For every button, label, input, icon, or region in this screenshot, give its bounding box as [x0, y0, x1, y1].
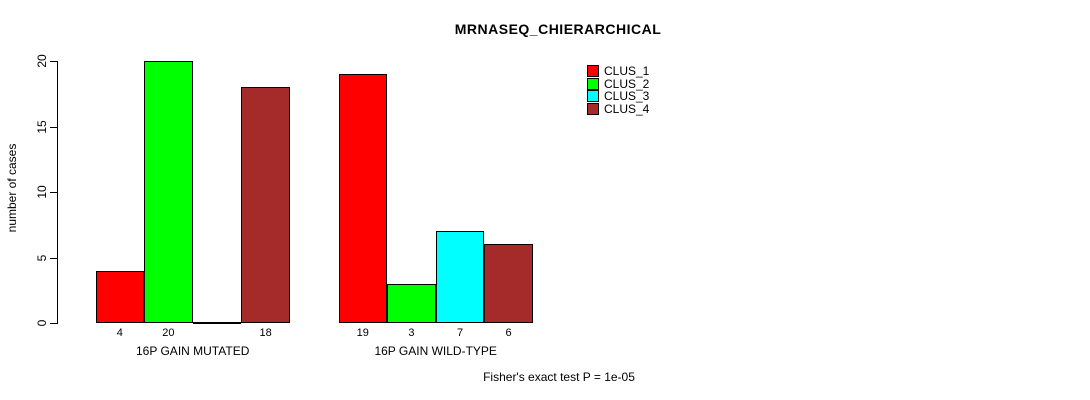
bar-value-label: 18 — [259, 327, 272, 339]
legend-swatch-clus-3 — [587, 90, 599, 103]
legend-swatch-clus-4 — [587, 103, 599, 116]
y-tick-label: 5 — [35, 254, 49, 261]
bar-value-label: 4 — [116, 327, 123, 339]
legend-item: CLUS_3 — [587, 90, 649, 103]
bar-clus-2-group2 — [387, 284, 436, 323]
bar-clus-1-group1 — [95, 271, 145, 323]
x-category-label: 16P GAIN WILD-TYPE — [374, 344, 497, 358]
bar-value-label: 3 — [408, 327, 415, 339]
bar-clus-4-group1 — [241, 87, 290, 323]
fisher-test-annotation: Fisher's exact test P = 1e-05 — [483, 370, 635, 384]
y-tick-mark — [50, 323, 57, 324]
bar-clus-3-group2 — [435, 231, 485, 323]
y-tick-label: 20 — [35, 54, 49, 68]
bar-clus-2-group1 — [144, 61, 193, 323]
y-tick-label: 0 — [35, 319, 49, 327]
bar-clus-3-group1-zero — [192, 322, 242, 324]
legend-item: CLUS_4 — [587, 103, 649, 116]
legend-item: CLUS_1 — [587, 65, 649, 78]
y-tick-label: 10 — [35, 185, 49, 199]
chart-title: MRNASEQ_CHIERARCHICAL — [454, 21, 662, 37]
bar-value-label: 20 — [162, 327, 175, 339]
bar-value-label: 6 — [505, 327, 512, 339]
legend-label: CLUS_3 — [604, 89, 650, 104]
legend-label: CLUS_4 — [604, 102, 650, 117]
y-tick-mark — [50, 61, 57, 62]
y-axis-label: number of cases — [5, 143, 19, 233]
bar-clus-4-group2 — [484, 244, 533, 323]
legend-label: CLUS_2 — [604, 76, 650, 91]
y-tick-mark — [50, 126, 57, 128]
legend-swatch-clus-2 — [587, 77, 599, 90]
legend-swatch-clus-1 — [587, 65, 599, 78]
bar-clus-1-group2 — [338, 74, 388, 323]
legend-item: CLUS_2 — [587, 76, 650, 91]
bar-value-label: 19 — [356, 327, 369, 339]
y-tick-label: 15 — [35, 119, 49, 134]
y-axis-line — [57, 61, 58, 324]
legend-label: CLUS_1 — [604, 64, 650, 79]
x-category-label: 16P GAIN MUTATED — [136, 344, 250, 358]
y-tick-mark — [50, 257, 57, 259]
bar-value-label: 7 — [456, 327, 464, 339]
y-tick-mark — [50, 192, 57, 193]
legend: CLUS_1 CLUS_2 CLUS_3 CLUS_4 — [587, 65, 650, 116]
